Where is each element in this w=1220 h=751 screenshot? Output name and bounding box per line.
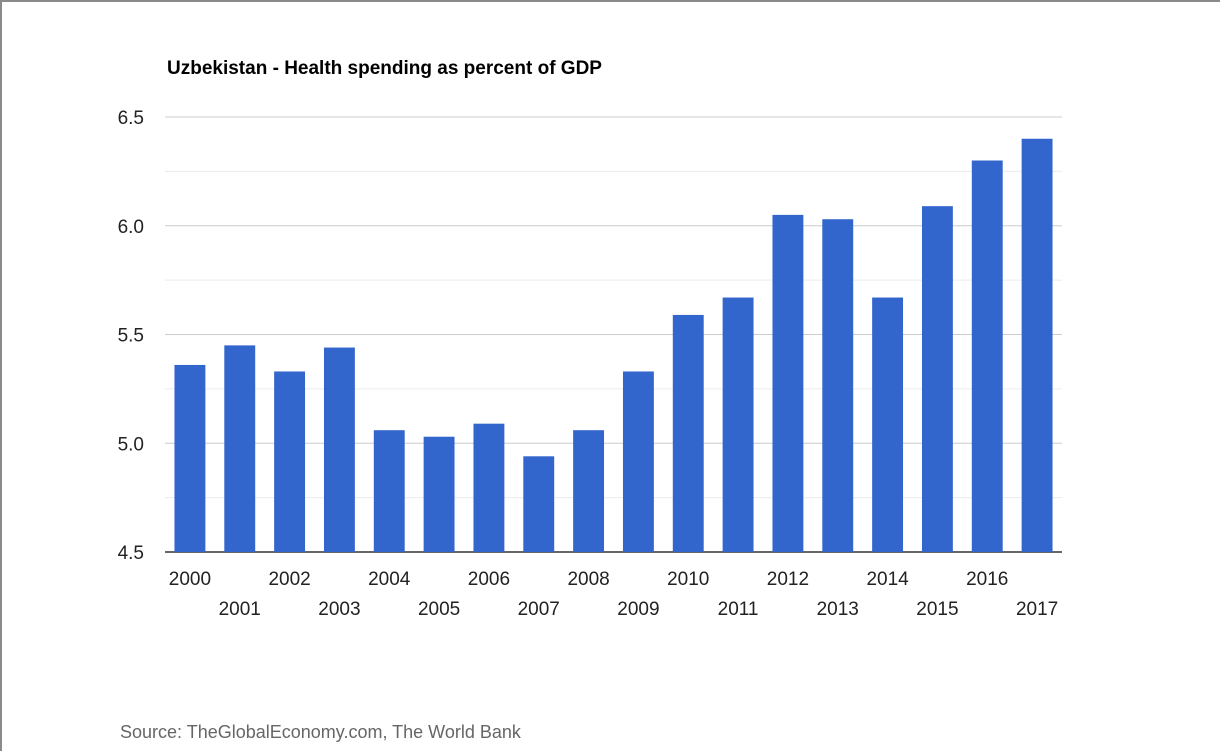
x-tick-label: 2012: [767, 569, 809, 590]
bar-2015: [921, 206, 953, 553]
bar-2012: [772, 214, 804, 552]
bar-2013: [822, 219, 854, 552]
x-axis-ticks: 2000 2001 2002 2003 2004 2005 2006 2007 2008 2009…: [169, 569, 1058, 620]
x-tick-label: 2008: [567, 569, 609, 590]
bar-2000: [174, 364, 206, 552]
x-tick-label: 2015: [916, 599, 958, 620]
y-tick-label: 5.0: [118, 434, 144, 455]
bar-2001: [224, 345, 256, 552]
bar-2008: [573, 430, 605, 552]
bar-2010: [672, 314, 704, 552]
bar-2011: [722, 297, 754, 552]
x-tick-label: 2011: [718, 599, 759, 620]
bar-2017: [1021, 138, 1053, 552]
x-tick-label: 2000: [169, 569, 211, 590]
bar-2005: [423, 436, 455, 552]
x-tick-label: 2001: [219, 599, 261, 620]
x-tick-label: 2007: [518, 599, 560, 620]
y-axis-ticks: 4.5 5.0 5.5 6.0 6.5: [118, 108, 144, 564]
y-tick-label: 6.5: [118, 108, 144, 129]
x-tick-label: 2013: [817, 599, 859, 620]
bar-2006: [473, 423, 505, 552]
y-tick-label: 6.0: [118, 217, 144, 238]
bar-2004: [373, 430, 405, 552]
x-tick-label: 2016: [966, 569, 1008, 590]
x-tick-label: 2009: [617, 599, 659, 620]
bars: [174, 138, 1053, 553]
x-tick-label: 2017: [1016, 599, 1058, 620]
y-tick-label: 4.5: [118, 543, 144, 564]
gridlines: [165, 116, 1062, 553]
bar-2009: [622, 371, 654, 552]
bar-2007: [523, 456, 555, 552]
x-tick-label: 2005: [418, 599, 460, 620]
bar-2002: [274, 371, 306, 552]
source-note: Source: TheGlobalEconomy.com, The World …: [120, 722, 521, 742]
x-tick-label: 2002: [268, 569, 310, 590]
x-tick-label: 2014: [866, 569, 909, 590]
x-tick-label: 2010: [667, 569, 709, 590]
bar-2003: [323, 347, 355, 552]
x-tick-label: 2004: [368, 569, 411, 590]
bar-2014: [872, 297, 904, 552]
x-tick-label: 2003: [318, 599, 360, 620]
x-tick-label: 2006: [468, 569, 510, 590]
chart-title: Uzbekistan - Health spending as percent …: [167, 58, 602, 79]
bar-2016: [971, 160, 1003, 552]
y-tick-label: 5.5: [118, 326, 144, 347]
